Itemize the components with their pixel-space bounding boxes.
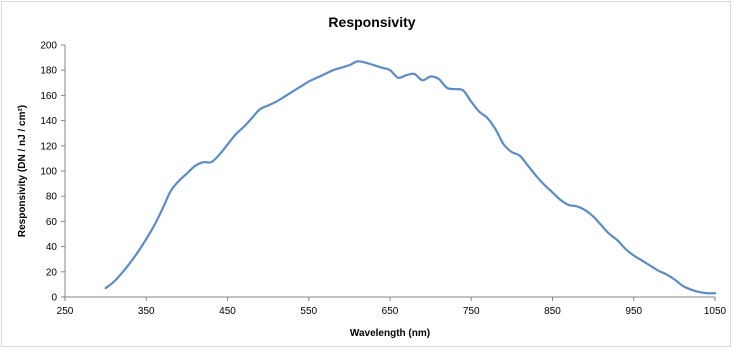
x-tick-label: 1050 (704, 306, 727, 317)
y-tick-label: 0 (51, 293, 57, 304)
x-tick-label: 250 (57, 306, 74, 317)
y-tick-label: 180 (40, 66, 57, 77)
x-tick-label: 850 (544, 306, 561, 317)
y-ticks: 0 20 40 60 80 100 120 140 160 180 200 (40, 41, 65, 304)
x-tick-label: 750 (463, 306, 480, 317)
y-tick-label: 80 (46, 192, 58, 203)
chart-title: Responsivity (328, 14, 415, 30)
x-tick-label: 550 (300, 306, 317, 317)
axes (64, 45, 715, 298)
y-tick-label: 100 (40, 167, 57, 178)
x-tick-label: 650 (382, 306, 399, 317)
x-tick-label: 950 (625, 306, 642, 317)
y-tick-label: 160 (40, 91, 57, 102)
y-tick-label: 40 (46, 242, 58, 253)
y-tick-label: 120 (40, 141, 57, 152)
y-tick-label: 200 (40, 41, 57, 52)
y-axis-label: Responsivity (DN / nJ / cm²) (17, 105, 28, 237)
x-tick-label: 350 (138, 306, 155, 317)
responsivity-series-line (104, 60, 717, 295)
x-ticks: 250 350 450 550 650 750 850 950 1050 (57, 297, 727, 317)
y-tick-label: 20 (46, 267, 58, 278)
x-tick-label: 450 (219, 306, 236, 317)
x-axis-label: Wavelength (nm) (350, 328, 430, 339)
y-tick-label: 60 (46, 217, 58, 228)
y-tick-label: 140 (40, 116, 57, 127)
